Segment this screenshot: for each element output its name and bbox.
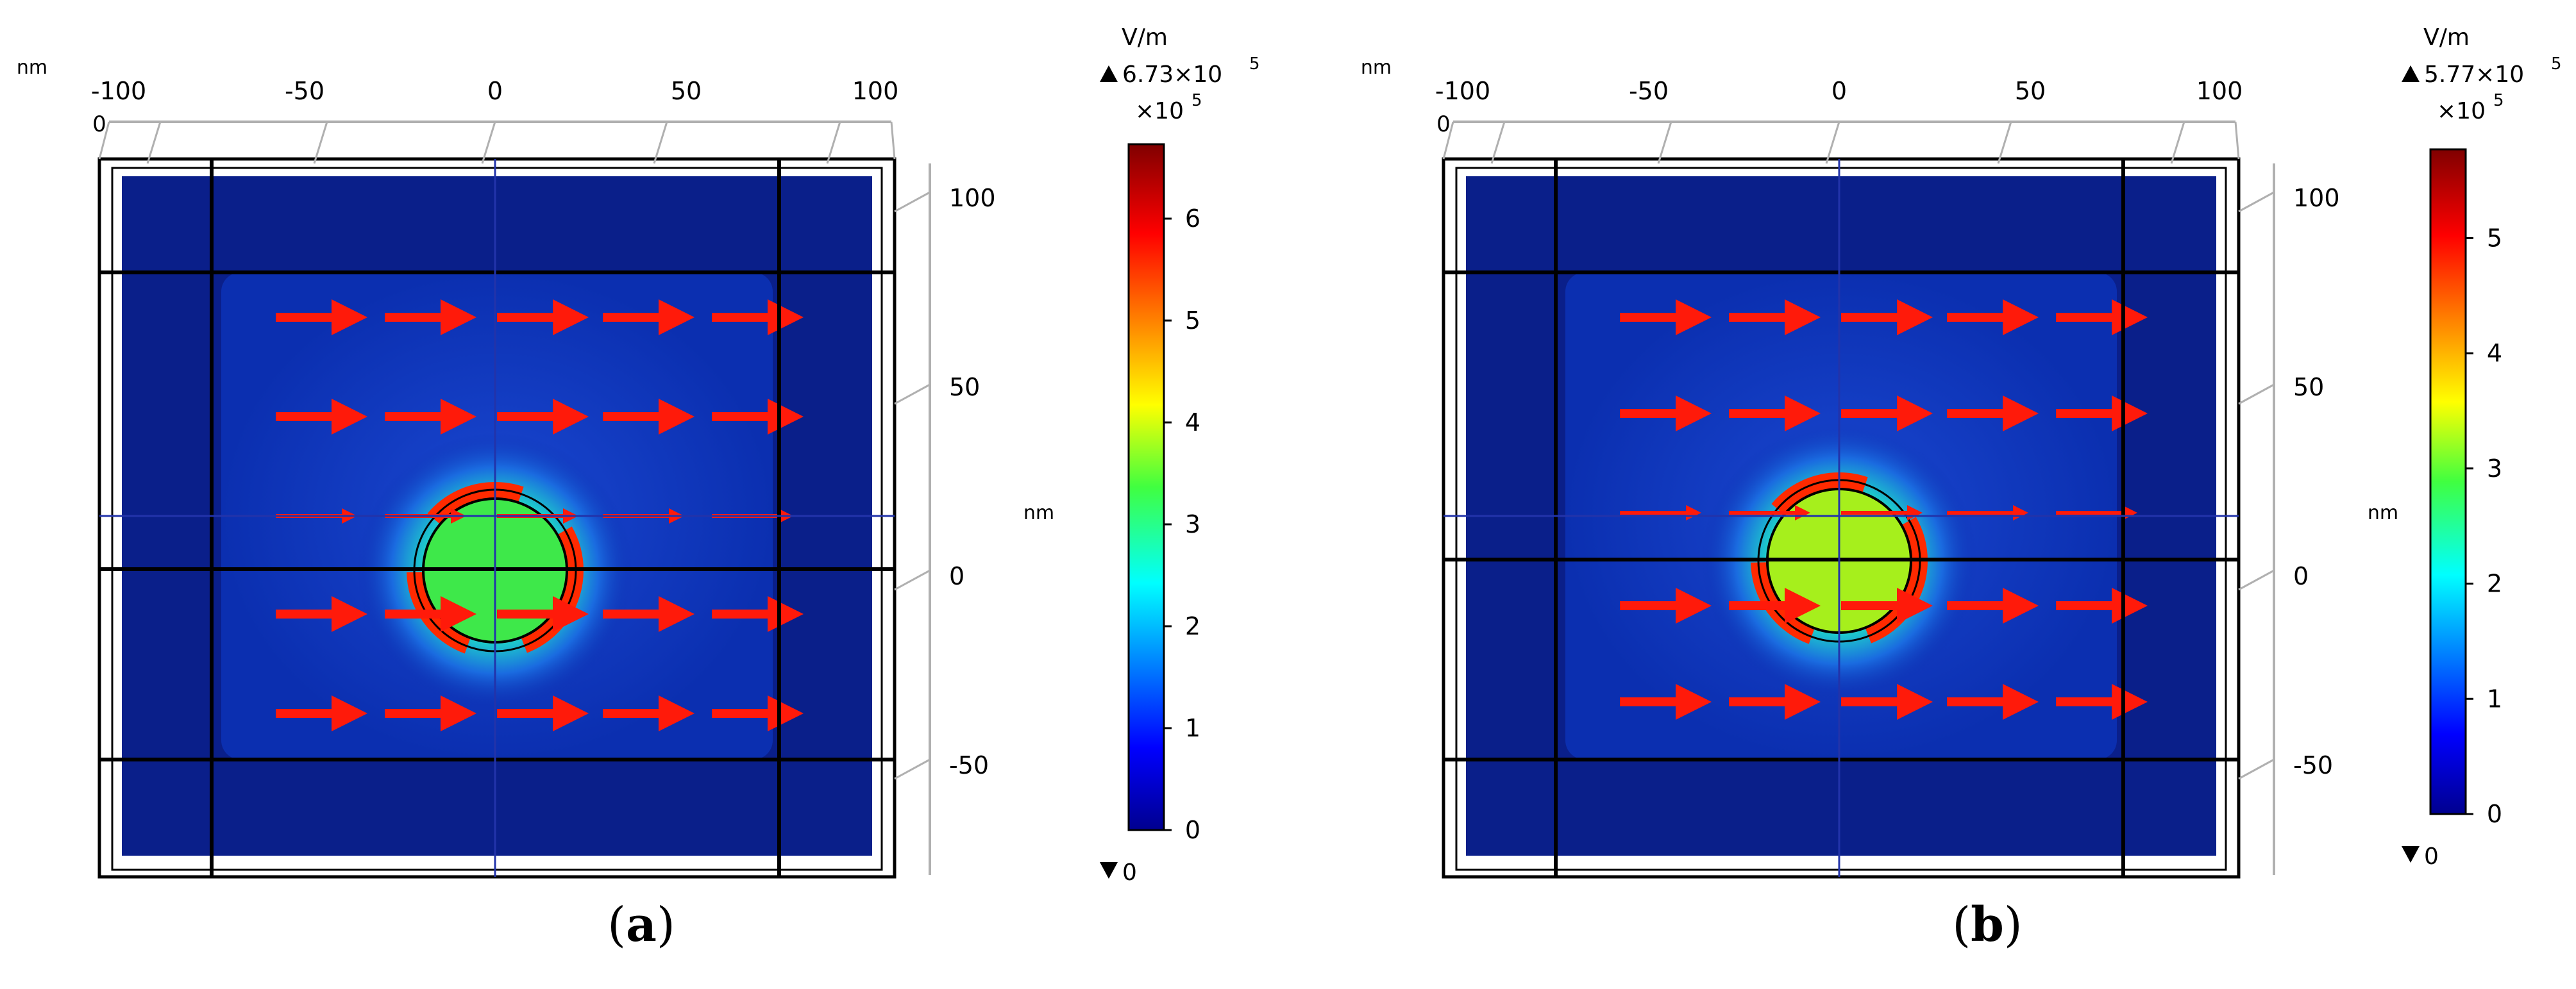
caption-b: (b) [1952, 897, 2023, 952]
x-tick-label: 0 [487, 77, 503, 105]
grid-top-tick [1490, 121, 1506, 164]
x-tick-label: -50 [1629, 77, 1669, 105]
x-tick-label: -100 [91, 77, 146, 105]
frame-outer [1442, 157, 2241, 879]
max-triangle-icon [2402, 65, 2420, 82]
grid-top-tick [2170, 121, 2185, 164]
colorbar-tick-label: 3 [1185, 510, 1200, 538]
x-unit-label: nm [1361, 56, 1392, 79]
grid-top-tick [1825, 121, 1840, 164]
y-unit-label: nm [1023, 502, 1054, 524]
colorbar-tick-label: 4 [1185, 408, 1200, 436]
grid-top-tick [146, 121, 162, 164]
frame-outer [97, 157, 897, 879]
colorbar [2429, 148, 2467, 815]
x-tick-label: 50 [671, 77, 702, 105]
y-tick-label: 0 [949, 562, 964, 590]
z-tick-label: 0 [92, 112, 106, 137]
colorbar [1127, 143, 1165, 831]
frame-inner [1455, 167, 2227, 871]
y-unit-label: nm [2368, 502, 2398, 524]
grid-top-left [1442, 121, 1454, 160]
grid-top-tick [653, 121, 668, 164]
grid-right-tick [894, 758, 930, 780]
colorbar-tick-label: 0 [2487, 800, 2502, 828]
grid-top-tick [313, 121, 328, 164]
caption-a-letter: a [626, 897, 657, 952]
min-triangle-icon [1100, 862, 1118, 879]
grid-right-tick [894, 569, 930, 591]
y-tick-label: 50 [949, 373, 980, 401]
colorbar-tick-label: 0 [1185, 816, 1200, 844]
max-triangle-icon [1100, 65, 1118, 82]
colorbar-multiplier: ×10 [1135, 98, 1184, 124]
z-tick-label: 0 [1436, 112, 1451, 137]
colorbar-tick-label: 1 [1185, 714, 1200, 742]
grid-top-tick [481, 121, 496, 164]
grid-right-tick [2238, 758, 2275, 780]
colorbar-tick-label: 2 [2487, 570, 2502, 598]
grid-top-tick [1657, 121, 1672, 164]
grid-top-tick [1997, 121, 2012, 164]
x-unit-label: nm [17, 56, 47, 79]
y-tick-label: 0 [2293, 562, 2309, 590]
colorbar-tick-label: 5 [2487, 224, 2502, 252]
caption-b-letter: b [1971, 897, 2004, 952]
colorbar-multiplier-exponent: 5 [2493, 91, 2504, 110]
colorbar-max-label: 5.77×10 [2424, 62, 2524, 88]
grid-top-right [890, 121, 896, 160]
x-tick-label: 50 [2015, 77, 2046, 105]
grid-right-tick [894, 191, 930, 213]
caption-a: (a) [607, 897, 675, 952]
grid-top-left [98, 121, 110, 160]
colorbar-max-exponent: 5 [2551, 54, 2562, 74]
x-tick-label: 0 [1831, 77, 1847, 105]
y-tick-label: 100 [2293, 184, 2340, 212]
colorbar-max-exponent: 5 [1249, 54, 1260, 74]
frame-inner [111, 167, 883, 871]
colorbar-multiplier-exponent: 5 [1191, 91, 1202, 110]
y-tick-label: 100 [949, 184, 996, 212]
colorbar-unit: V/m [2423, 24, 2470, 51]
colorbar-tick-label: 4 [2487, 339, 2502, 367]
grid-right-tick [2238, 569, 2275, 591]
y-tick-label: -50 [949, 751, 989, 779]
colorbar-multiplier: ×10 [2437, 98, 2486, 124]
grid-right-tick [2238, 383, 2275, 405]
grid-top-right [2234, 121, 2240, 160]
colorbar-max-label: 6.73×10 [1122, 62, 1222, 88]
x-tick-label: -100 [1435, 77, 1490, 105]
y-tick-label: 50 [2293, 373, 2324, 401]
colorbar-unit: V/m [1122, 24, 1168, 51]
x-tick-label: 100 [852, 77, 899, 105]
colorbar-tick-label: 6 [1185, 204, 1200, 233]
grid-right-tick [894, 383, 930, 405]
colorbar-min-label: 0 [1122, 860, 1137, 886]
y-tick-label: -50 [2293, 751, 2333, 779]
colorbar-min-label: 0 [2424, 844, 2439, 870]
colorbar-tick-label: 2 [1185, 612, 1200, 640]
min-triangle-icon [2402, 846, 2420, 863]
x-tick-label: 100 [2196, 77, 2243, 105]
colorbar-tick-label: 3 [2487, 454, 2502, 483]
colorbar-tick-label: 1 [2487, 685, 2502, 713]
colorbar-tick-label: 5 [1185, 306, 1200, 335]
grid-right-tick [2238, 191, 2275, 213]
x-tick-label: -50 [285, 77, 324, 105]
grid-top-tick [826, 121, 841, 164]
